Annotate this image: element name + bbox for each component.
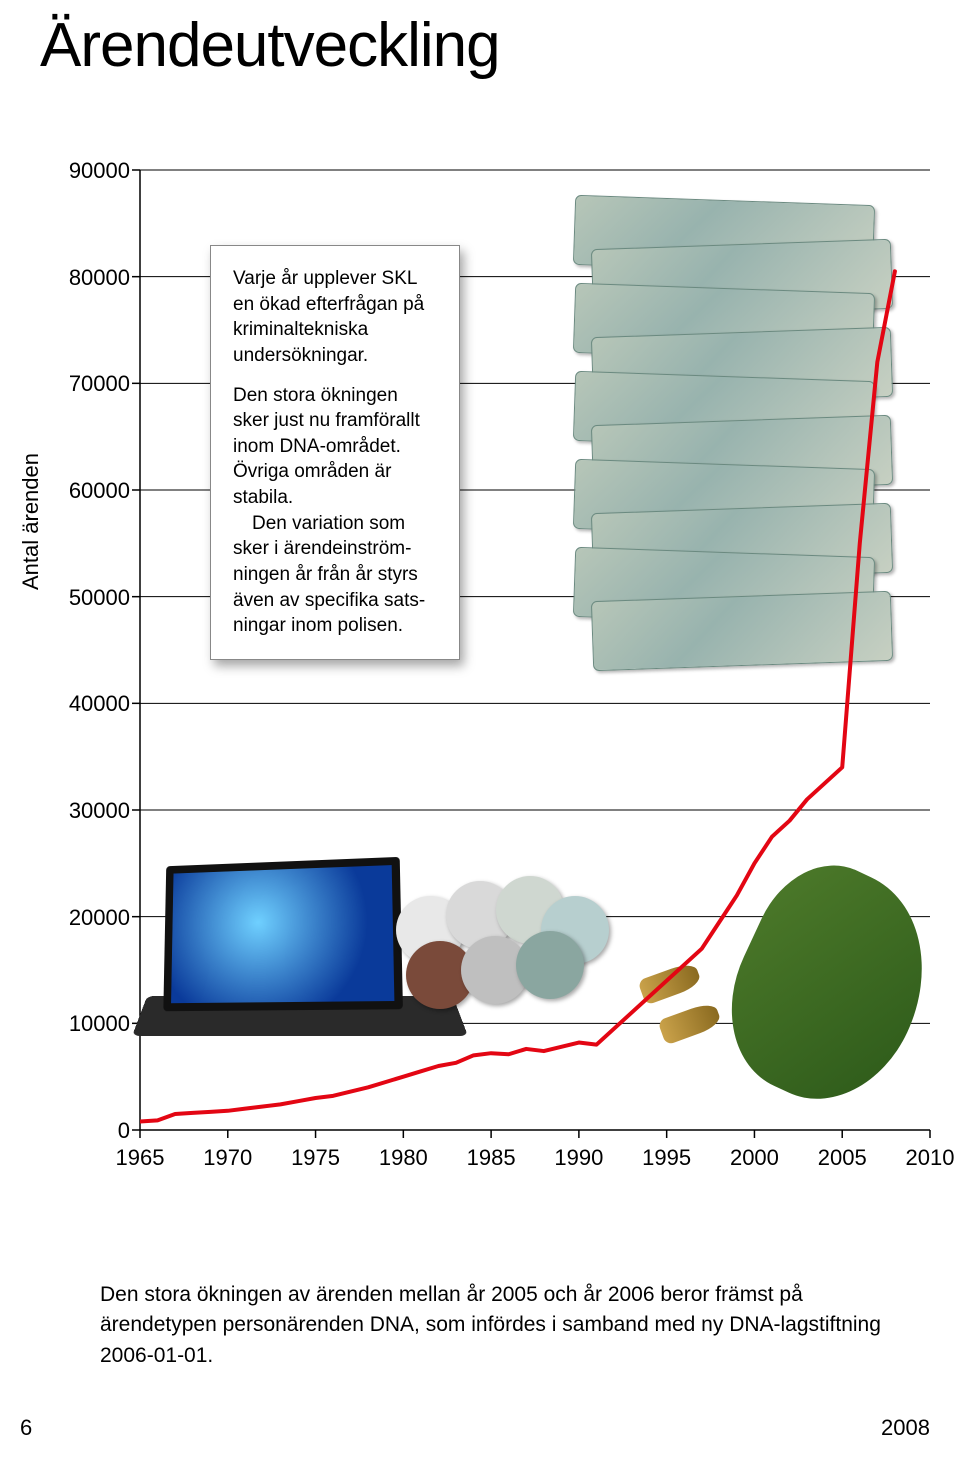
y-tick-label: 90000 (50, 158, 130, 184)
footer-page-number: 6 (20, 1415, 32, 1441)
footer-year: 2008 (881, 1415, 930, 1441)
info-box-p1: Varje år upplever SKL en ökad efterfråga… (233, 266, 437, 369)
y-ticks: 0100002000030000400005000060000700008000… (50, 170, 130, 1130)
y-tick-label: 20000 (50, 905, 130, 931)
x-tick-label: 1995 (642, 1145, 691, 1171)
y-tick-label: 70000 (50, 371, 130, 397)
chart: Antal ärenden 0 10000 20000 30000 40000 50000… (0, 170, 960, 1190)
x-tick-label: 1975 (291, 1145, 340, 1171)
x-tick-label: 1965 (116, 1145, 165, 1171)
info-box-p2: Den stora ökningen sker just nu fram­för… (233, 385, 420, 509)
y-tick-label: 40000 (50, 691, 130, 717)
x-tick-label: 1980 (379, 1145, 428, 1171)
info-box-p3: Den variation som sker i ärendeinström­n… (233, 511, 437, 639)
x-ticks: 1965197019751980198519901995200020052010 (140, 1145, 930, 1175)
x-tick-label: 2005 (818, 1145, 867, 1171)
y-tick-label: 80000 (50, 265, 130, 291)
x-tick-label: 1990 (554, 1145, 603, 1171)
y-tick-label: 0 (50, 1118, 130, 1144)
y-tick-label: 30000 (50, 798, 130, 824)
y-tick-label: 10000 (50, 1011, 130, 1037)
caption: Den stora ökningen av ärenden mellan år … (100, 1280, 910, 1371)
y-tick-label: 60000 (50, 478, 130, 504)
x-tick-label: 2000 (730, 1145, 779, 1171)
x-tick-label: 1985 (467, 1145, 516, 1171)
y-tick-label: 50000 (50, 585, 130, 611)
x-tick-label: 2010 (906, 1145, 955, 1171)
x-tick-label: 1970 (203, 1145, 252, 1171)
y-axis-label: Antal ärenden (18, 453, 44, 590)
info-box: Varje år upplever SKL en ökad efterfråga… (210, 245, 460, 660)
page-title: Ärendeutveckling (40, 10, 500, 81)
